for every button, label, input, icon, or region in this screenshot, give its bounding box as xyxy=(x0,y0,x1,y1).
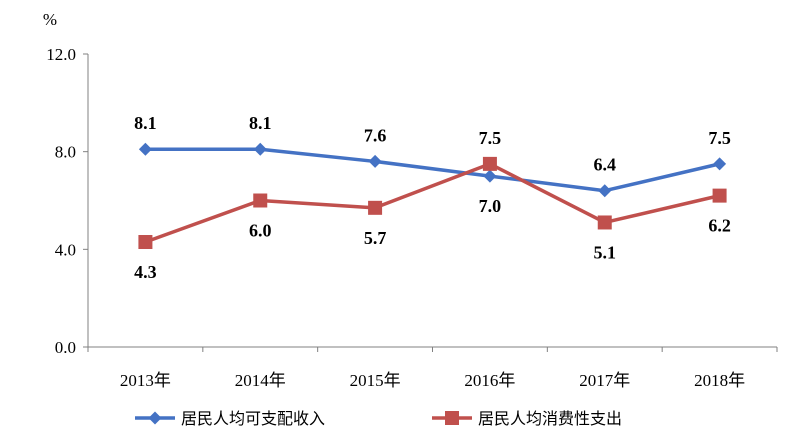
data-label: 8.1 xyxy=(134,113,157,133)
legend: 居民人均可支配收入 居民人均消费性支出 xyxy=(135,409,622,428)
y-axis-unit-label: % xyxy=(43,10,57,29)
data-point-square xyxy=(368,200,383,215)
y-tick-label: 4.0 xyxy=(55,240,76,259)
axes xyxy=(87,54,777,348)
x-tick-label: 2016年 xyxy=(464,371,515,390)
data-label: 8.1 xyxy=(249,113,272,133)
x-tick-label: 2014年 xyxy=(235,371,286,390)
data-point-diamond xyxy=(713,157,727,171)
y-tick-label: 0.0 xyxy=(55,338,76,357)
y-tick-label: 8.0 xyxy=(55,143,76,162)
data-point-square xyxy=(253,193,268,208)
data-point-diamond xyxy=(483,169,497,183)
x-tick-label: 2018年 xyxy=(694,371,745,390)
data-point-square xyxy=(138,235,153,250)
data-label: 6.0 xyxy=(249,221,272,241)
legend-label: 居民人均可支配收入 xyxy=(181,409,325,428)
legend-marker xyxy=(445,411,459,425)
y-tick-label: 12.0 xyxy=(46,45,76,64)
data-label: 7.6 xyxy=(364,125,387,145)
data-label: 7.5 xyxy=(479,128,502,148)
data-label: 7.0 xyxy=(479,196,502,216)
data-point-square xyxy=(482,156,497,171)
legend-label: 居民人均消费性支出 xyxy=(478,409,622,428)
series-group xyxy=(138,142,727,250)
series-line xyxy=(144,162,720,244)
y-axis-ticks: 0.0 4.0 8.0 12.0 xyxy=(46,45,88,357)
data-point-square xyxy=(712,188,727,203)
x-axis-ticks: 2013年 2014年 2015年 2016年 2017年 2018年 xyxy=(87,347,778,390)
data-point-diamond xyxy=(598,184,612,198)
x-tick-label: 2017年 xyxy=(579,371,630,390)
series-line xyxy=(145,147,720,193)
data-label: 5.1 xyxy=(594,242,617,262)
data-label: 4.3 xyxy=(134,262,157,282)
x-tick-label: 2013年 xyxy=(120,371,171,390)
data-point-diamond xyxy=(253,142,267,156)
data-point-square xyxy=(597,215,612,230)
data-label: 6.2 xyxy=(708,216,731,236)
data-label: 6.4 xyxy=(594,155,617,175)
legend-marker xyxy=(148,411,162,425)
data-point-diamond xyxy=(368,154,382,168)
data-labels: 8.1 8.1 7.6 7.0 6.4 7.5 4.3 6.0 5.7 7.5 5.1 6.2 xyxy=(134,113,731,282)
data-point-diamond xyxy=(138,142,152,156)
data-label: 5.7 xyxy=(364,228,387,248)
x-tick-label: 2015年 xyxy=(350,371,401,390)
data-label: 7.5 xyxy=(708,128,731,148)
